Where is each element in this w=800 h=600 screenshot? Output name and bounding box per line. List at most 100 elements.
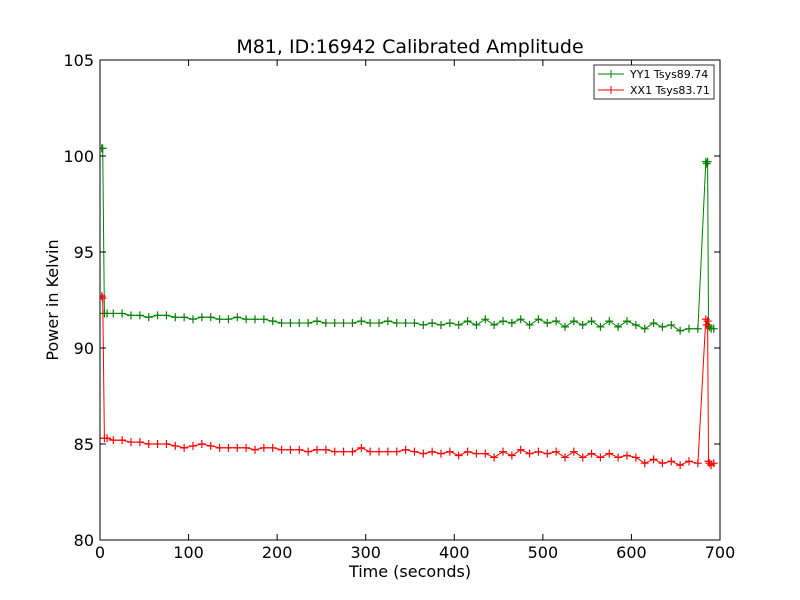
data-point xyxy=(304,319,313,328)
x-tick-label: 400 xyxy=(439,543,470,562)
y-tick-label: 85 xyxy=(74,435,94,454)
data-point xyxy=(313,445,321,454)
data-point xyxy=(162,311,171,320)
data-point xyxy=(295,319,304,328)
x-tick-label: 300 xyxy=(350,543,381,562)
data-point xyxy=(658,322,667,331)
data-point xyxy=(392,319,401,328)
data-point xyxy=(259,443,268,452)
data-point xyxy=(348,447,357,456)
data-point xyxy=(206,441,215,450)
x-tick-label: 0 xyxy=(95,543,105,562)
data-point xyxy=(286,319,295,328)
legend-label-xx1: XX1 Tsys83.71 xyxy=(630,84,710,97)
data-point xyxy=(703,317,712,326)
data-point xyxy=(676,461,685,470)
data-point xyxy=(180,443,189,452)
data-point xyxy=(224,315,233,324)
data-point xyxy=(463,317,472,326)
data-point xyxy=(419,320,428,329)
data-point xyxy=(419,449,428,458)
data-point xyxy=(499,317,507,326)
data-point xyxy=(233,313,242,322)
data-point xyxy=(268,317,277,326)
y-tick-label: 80 xyxy=(74,531,94,550)
data-point xyxy=(667,320,676,329)
data-point xyxy=(189,441,197,450)
x-tick-label: 700 xyxy=(705,543,736,562)
data-point xyxy=(109,309,118,318)
data-point xyxy=(410,447,419,456)
data-point xyxy=(552,317,561,326)
data-point xyxy=(153,311,162,320)
data-point xyxy=(516,315,525,324)
data-point xyxy=(454,451,463,460)
data-point xyxy=(561,453,569,462)
data-point xyxy=(569,447,578,456)
data-point xyxy=(552,447,561,456)
legend-marker-xx1 xyxy=(607,86,615,94)
data-point xyxy=(295,445,304,454)
data-point xyxy=(428,447,437,456)
data-point xyxy=(507,451,516,460)
data-point xyxy=(180,313,189,322)
data-point xyxy=(534,315,543,324)
data-point xyxy=(118,436,127,445)
data-point xyxy=(100,292,106,301)
data-point xyxy=(330,319,339,328)
data-point xyxy=(428,319,437,328)
data-point xyxy=(693,459,702,468)
legend: YY1 Tsys89.74 XX1 Tsys83.71 xyxy=(593,64,715,100)
data-point xyxy=(339,319,348,328)
data-point xyxy=(277,445,286,454)
legend-label-yy1: YY1 Tsys89.74 xyxy=(629,68,708,81)
data-point xyxy=(667,457,676,466)
data-point xyxy=(383,447,392,456)
data-point xyxy=(481,449,490,458)
y-tick-label: 100 xyxy=(63,147,94,166)
data-point xyxy=(127,438,135,447)
data-point xyxy=(103,434,112,443)
data-point xyxy=(375,447,383,456)
data-point xyxy=(543,319,552,328)
data-point xyxy=(587,317,596,326)
data-point xyxy=(543,449,552,458)
data-point xyxy=(569,317,578,326)
data-point xyxy=(490,453,499,462)
data-point xyxy=(437,320,445,329)
data-point xyxy=(401,319,410,328)
data-point xyxy=(277,319,286,328)
data-point xyxy=(375,319,383,328)
y-tick-label: 105 xyxy=(63,51,94,70)
data-point xyxy=(162,440,171,448)
data-point xyxy=(127,311,135,320)
data-point xyxy=(472,320,481,329)
data-point xyxy=(392,447,401,456)
y-tick-label: 90 xyxy=(74,339,94,358)
x-axis-label: Time (seconds) xyxy=(348,562,471,581)
legend-box xyxy=(593,64,715,100)
data-point xyxy=(286,445,295,454)
data-point xyxy=(578,453,587,462)
data-point xyxy=(445,447,454,456)
data-point xyxy=(251,315,259,324)
data-point xyxy=(144,440,153,448)
data-point xyxy=(215,315,224,324)
data-point xyxy=(100,294,107,303)
y-axis-label: Power in Kelvin xyxy=(43,239,62,360)
data-point xyxy=(658,459,667,468)
data-point xyxy=(709,324,718,333)
data-point xyxy=(171,313,180,322)
data-point xyxy=(410,319,419,328)
data-point xyxy=(693,324,702,333)
data-point xyxy=(507,319,516,328)
data-point xyxy=(561,322,569,331)
data-point xyxy=(490,320,499,329)
data-point xyxy=(685,457,693,466)
data-point xyxy=(251,445,259,454)
data-point xyxy=(578,320,587,329)
data-point xyxy=(525,320,534,329)
data-point xyxy=(463,447,472,456)
